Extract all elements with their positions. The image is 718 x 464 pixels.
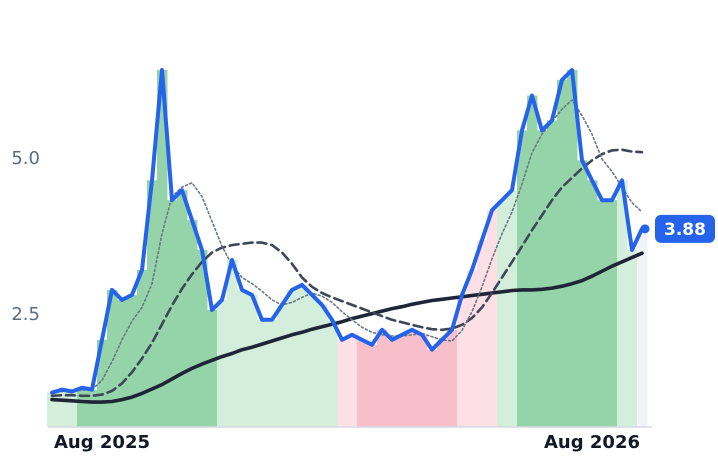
area-column	[217, 299, 228, 427]
area-column	[67, 391, 78, 427]
area-column	[227, 260, 238, 427]
x-tick-label: Aug 2025	[54, 432, 150, 453]
area-column	[277, 304, 288, 427]
area-column	[577, 160, 588, 428]
area-column	[57, 389, 68, 427]
area-column	[637, 228, 648, 427]
area-column	[487, 210, 498, 427]
area-column	[447, 329, 458, 427]
series-line	[51, 99, 643, 394]
area-column	[337, 339, 348, 427]
area-column	[47, 392, 58, 427]
last-value-badge	[655, 214, 715, 243]
area-column	[287, 289, 298, 427]
area-column	[497, 200, 508, 427]
area-column	[127, 294, 138, 427]
area-column	[97, 339, 108, 427]
area-column	[327, 319, 338, 427]
area-column	[367, 344, 378, 427]
area-column	[357, 339, 368, 427]
area-column	[547, 120, 558, 427]
area-column	[627, 250, 638, 427]
area-column	[437, 339, 448, 427]
area-column	[237, 289, 248, 427]
area-column	[407, 329, 418, 427]
area-column	[207, 309, 218, 427]
series-line	[50, 148, 644, 398]
area-column	[317, 304, 328, 427]
y-tick-label: 5.0	[11, 148, 40, 169]
area-column	[257, 319, 268, 427]
area-column	[167, 200, 178, 427]
area-column	[557, 79, 568, 427]
area-column	[307, 294, 318, 427]
area-column	[347, 334, 358, 427]
area-column	[457, 294, 468, 427]
area-column	[117, 299, 128, 427]
series-line	[50, 251, 644, 404]
area-column	[427, 349, 438, 427]
last-point	[640, 224, 650, 234]
area-column	[587, 180, 598, 427]
area-column	[537, 130, 548, 427]
area-column	[87, 389, 98, 427]
area-column	[477, 240, 488, 427]
area-column	[567, 69, 578, 427]
y-tick-label: 2.5	[11, 304, 40, 325]
area-column	[147, 180, 158, 427]
last-value-label: 3.88	[664, 220, 706, 240]
series-line	[50, 68, 644, 395]
area-column	[607, 200, 618, 427]
area-column	[377, 329, 388, 427]
area-column	[527, 95, 538, 428]
area-column	[177, 190, 188, 427]
area-column	[107, 289, 118, 427]
area-column	[197, 250, 208, 427]
area-column	[297, 284, 308, 427]
area-column	[387, 339, 398, 427]
area-column	[267, 319, 278, 427]
area-column	[597, 200, 608, 427]
area-column	[617, 180, 628, 427]
area-column	[247, 294, 258, 427]
area-column	[467, 269, 478, 427]
area-column	[77, 387, 88, 427]
area-column	[157, 69, 168, 427]
area-column	[517, 130, 528, 427]
area-column	[417, 334, 428, 427]
x-tick-label: Aug 2026	[544, 432, 640, 453]
area-column	[507, 190, 518, 427]
area-column	[187, 220, 198, 427]
area-column	[137, 269, 148, 427]
area-column	[397, 334, 408, 427]
